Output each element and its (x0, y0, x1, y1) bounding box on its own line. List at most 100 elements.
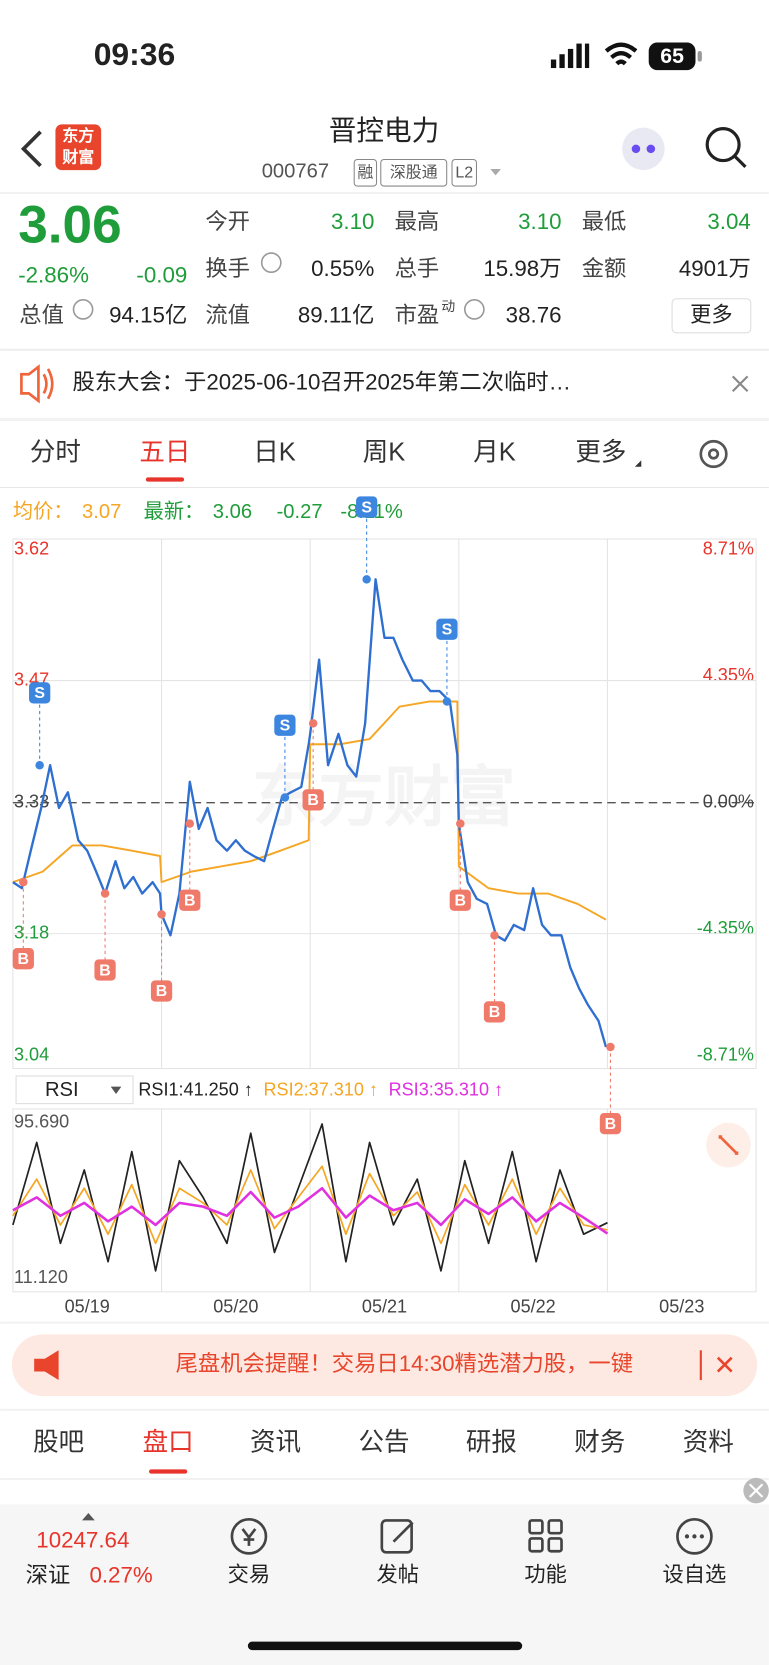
signal-icon (550, 43, 590, 69)
expand-icon (718, 1135, 739, 1155)
promo-close[interactable] (716, 1356, 733, 1373)
marker-label: B (455, 892, 467, 909)
search-button[interactable] (705, 127, 741, 163)
marker-label: B (18, 951, 30, 968)
stat-label: 最高 (395, 209, 440, 234)
watermark: 东方财富 (252, 760, 516, 834)
marker-badge (436, 618, 458, 640)
more-label: 更多 (690, 302, 733, 326)
nav-label[interactable]: 设自选 (663, 1562, 727, 1586)
marker-point (185, 819, 195, 828)
stat-label: 今开 (205, 209, 250, 234)
clock: 09:36 (94, 36, 176, 72)
price-plot-frame (12, 538, 757, 1070)
divider (0, 486, 769, 489)
stat-label: 总值 (19, 303, 64, 328)
stat-label: 总手 (395, 256, 440, 281)
info-icon[interactable] (260, 252, 282, 273)
chart-tab[interactable]: 日K (253, 439, 296, 467)
chart-info: 最新： (144, 500, 205, 523)
marker-badge (179, 889, 201, 911)
nav-label[interactable]: 发帖 (377, 1562, 420, 1586)
series-line (12, 1123, 608, 1272)
float-close-icon (748, 1483, 764, 1498)
bottom-tab[interactable]: 财务 (574, 1429, 625, 1457)
settings-button[interactable] (699, 439, 728, 469)
stat-value: 0.55% (311, 256, 374, 281)
promo-text: 尾盘机会提醒！交易日14:30精选潜力股，一键 (176, 1351, 633, 1376)
assistant-eye (631, 144, 641, 154)
marker-badge (356, 496, 378, 518)
assistant-eye (646, 144, 656, 154)
back-button[interactable] (20, 130, 42, 168)
stat-label: 金额 (582, 256, 627, 281)
marker-point (362, 575, 371, 584)
marker-point (19, 877, 28, 887)
legend-entry: RSI3:35.310 ↑ (389, 1080, 503, 1100)
y2-tick-label: -8.71% (697, 1045, 754, 1065)
marker-label: B (307, 792, 319, 809)
logo-text: 东方财富 (62, 126, 94, 166)
stat-label: 最低 (582, 209, 627, 234)
home-indicator (247, 1641, 523, 1651)
marker-point (606, 1042, 615, 1052)
indicator-name: RSI (45, 1079, 79, 1101)
chart-tab[interactable]: 周K (363, 439, 406, 467)
divider (0, 417, 769, 422)
chart-tab[interactable]: 月K (473, 439, 516, 467)
stat-value: 4901万 (679, 256, 751, 281)
dropdown-arrow[interactable] (490, 169, 501, 176)
marker-point (456, 819, 465, 828)
stat-value: 38.76 (506, 303, 562, 328)
chart-info: 均价： (13, 500, 74, 523)
chart-info: 3.06 (213, 501, 252, 523)
chart-tab[interactable]: 更多 (575, 439, 626, 467)
tag: 深股通 (390, 164, 438, 182)
bottom-tab[interactable]: 盘口 (143, 1429, 194, 1457)
wifi-icon (604, 42, 638, 66)
logo (55, 124, 102, 171)
nav-label[interactable]: 功能 (524, 1562, 567, 1586)
battery-level: 65 (660, 44, 684, 68)
stat-value: 3.10 (518, 209, 561, 234)
stat-label: 流值 (205, 303, 250, 328)
info-icon[interactable] (72, 299, 94, 320)
tag-box (353, 158, 378, 187)
nav-label[interactable]: 交易 (228, 1562, 271, 1586)
x-tick-label: 05/20 (213, 1297, 258, 1317)
marker-point (35, 760, 44, 770)
stat-label: 换手 (205, 256, 250, 281)
chart-tab[interactable]: 分时 (30, 439, 81, 467)
x-tick-label: 05/19 (65, 1297, 110, 1317)
chart-tab[interactable]: 五日 (139, 439, 190, 467)
y-tick-label: 3.62 (14, 538, 49, 558)
y2-tick-label: -4.35% (697, 918, 754, 938)
rsi-tick-label: 95.690 (14, 1112, 69, 1132)
index-value: 10247.64 (36, 1528, 129, 1553)
notice-text[interactable]: 股东大会：于2025-06-10召开2025年第二次临时… (72, 370, 570, 395)
indicator-arrow (110, 1086, 122, 1095)
assistant-icon[interactable] (622, 127, 665, 171)
notice-close[interactable] (731, 375, 749, 393)
x-tick-label: 05/22 (511, 1297, 556, 1317)
marker-badge (274, 714, 296, 736)
tag: 融 (357, 164, 373, 182)
index-name: 深证 (26, 1563, 71, 1588)
marker-label: B (99, 962, 111, 979)
change: -0.09 (136, 262, 187, 287)
info-icon[interactable] (463, 299, 485, 320)
bottom-tab[interactable]: 资讯 (250, 1429, 301, 1457)
promo-banner[interactable] (11, 1334, 758, 1397)
bottom-tab[interactable]: 股吧 (33, 1429, 84, 1457)
tag-box (451, 158, 477, 187)
bottom-tab[interactable]: 研报 (466, 1429, 517, 1457)
bottom-tab[interactable]: 公告 (358, 1429, 409, 1457)
marker-label: B (156, 983, 168, 1000)
more-button[interactable] (671, 298, 752, 334)
stock-code: 000767 (262, 161, 329, 183)
last-price: 3.06 (18, 196, 121, 255)
tab-underline (145, 477, 185, 482)
bottom-tab[interactable]: 资料 (683, 1429, 734, 1457)
divider (0, 1408, 769, 1411)
